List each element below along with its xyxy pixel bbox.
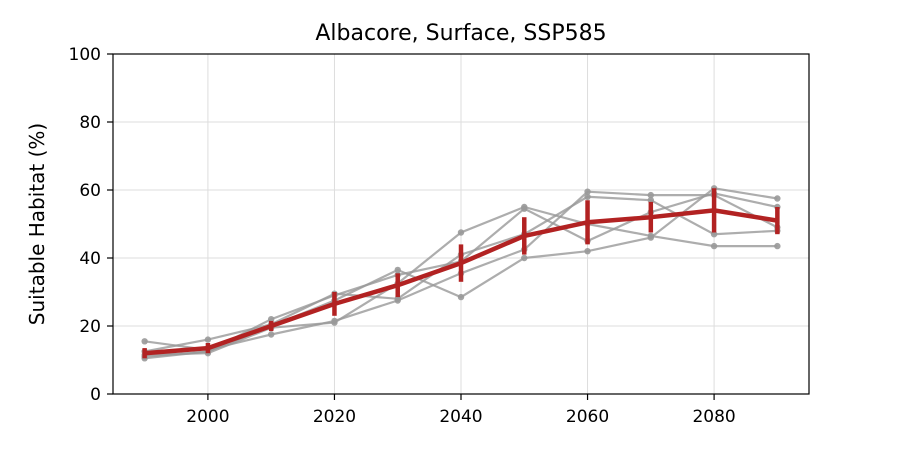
ensemble-point (141, 338, 148, 345)
ensemble-point (394, 295, 401, 302)
ensemble-point (647, 191, 655, 199)
y-tick-label: 0 (90, 385, 101, 405)
ensemble-point (331, 319, 338, 326)
ensemble-point (774, 242, 781, 250)
y-tick-label: 60 (79, 181, 101, 201)
ensemble-point (647, 197, 655, 204)
x-axis: 2000 2020 2040 2060 2080 (186, 394, 736, 427)
ensemble-point (584, 193, 591, 200)
x-tick-label: 2060 (566, 407, 609, 427)
y-tick-label: 100 (69, 45, 101, 65)
ensemble-point (647, 234, 655, 241)
ensemble-point (521, 254, 528, 262)
ensemble-point (521, 205, 528, 212)
x-tick-label: 2080 (692, 407, 735, 427)
ensemble-point (457, 229, 465, 236)
ensemble-point (710, 231, 718, 238)
ensemble-point (267, 316, 275, 323)
mean-series-layer (142, 188, 780, 359)
ensemble-point (204, 336, 212, 343)
ensemble-point (394, 266, 401, 274)
x-tick-label: 2040 (439, 407, 482, 427)
ensemble-point (710, 242, 718, 250)
chart-title: Albacore, Surface, SSP585 (315, 21, 606, 46)
ensemble-point (774, 195, 781, 202)
ensemble-point (267, 331, 275, 338)
x-tick-label: 2000 (186, 407, 229, 427)
ensemble-point (457, 293, 465, 301)
ensemble-point (584, 188, 591, 195)
y-tick-label: 80 (79, 113, 101, 133)
y-tick-label: 20 (79, 317, 101, 337)
x-tick-label: 2020 (313, 407, 356, 427)
y-axis: 0 20 40 60 80 100 (69, 45, 113, 405)
ensemble-point (584, 248, 591, 255)
y-tick-label: 40 (79, 249, 101, 269)
y-axis-label: Suitable Habitat (%) (25, 123, 49, 325)
